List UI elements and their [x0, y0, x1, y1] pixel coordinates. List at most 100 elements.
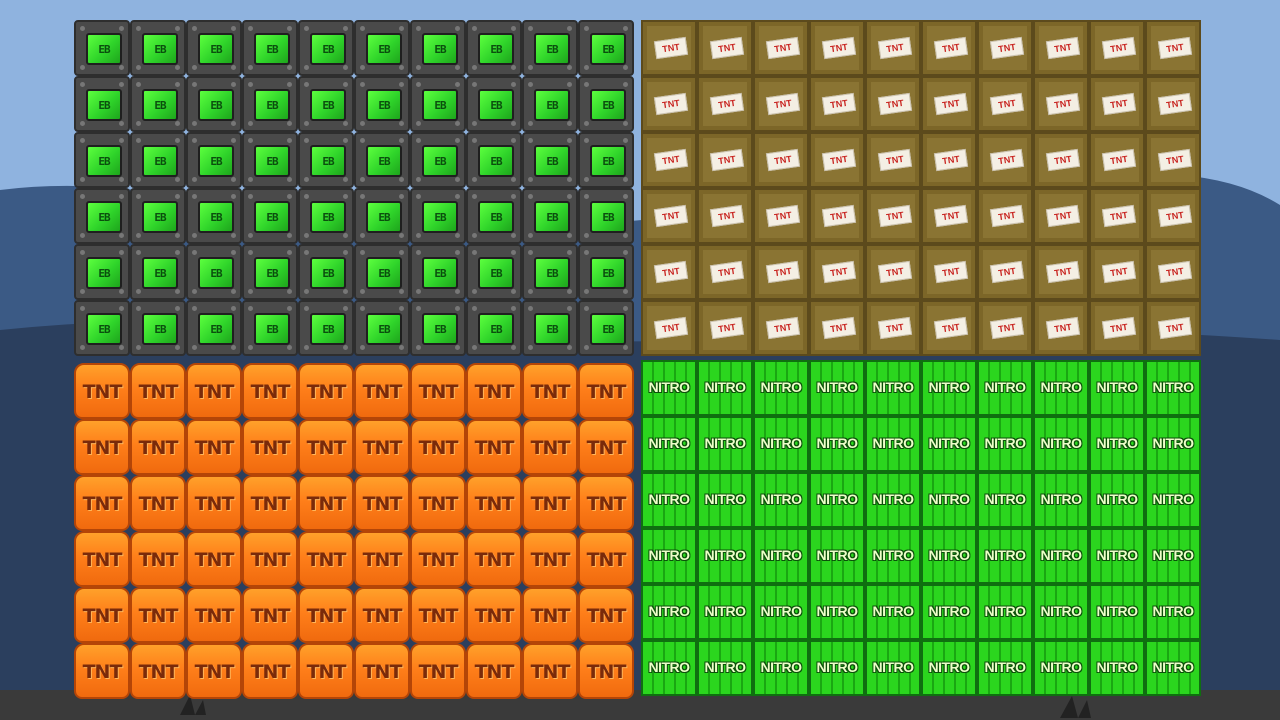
nitro-block[interactable]: NITRO [921, 360, 977, 416]
tnt-barrel-block[interactable]: TNT [298, 587, 354, 643]
nitro-block[interactable]: NITRO [641, 528, 697, 584]
nitro-block[interactable]: NITRO [641, 584, 697, 640]
electric-box-block[interactable]: EB [466, 244, 522, 300]
tnt-crate-block[interactable]: TNT [921, 132, 977, 188]
electric-box-block[interactable]: EB [298, 132, 354, 188]
tnt-barrel-block[interactable]: TNT [298, 643, 354, 699]
tnt-crate-block[interactable]: TNT [641, 132, 697, 188]
tnt-barrel-block[interactable]: TNT [522, 587, 578, 643]
electric-box-block[interactable]: EB [578, 20, 634, 76]
nitro-block[interactable]: NITRO [977, 472, 1033, 528]
tnt-crate-block[interactable]: TNT [977, 188, 1033, 244]
tnt-barrel-block[interactable]: TNT [410, 363, 466, 419]
tnt-crate-block[interactable]: TNT [1145, 20, 1201, 76]
nitro-block[interactable]: NITRO [1145, 360, 1201, 416]
tnt-barrel-block[interactable]: TNT [354, 475, 410, 531]
electric-box-block[interactable]: EB [298, 20, 354, 76]
tnt-barrel-block[interactable]: TNT [186, 643, 242, 699]
nitro-block[interactable]: NITRO [753, 640, 809, 696]
electric-box-block[interactable]: EB [130, 188, 186, 244]
electric-box-block[interactable]: EB [186, 76, 242, 132]
nitro-block[interactable]: NITRO [809, 360, 865, 416]
nitro-block[interactable]: NITRO [1145, 584, 1201, 640]
electric-box-block[interactable]: EB [354, 76, 410, 132]
tnt-crate-block[interactable]: TNT [1089, 188, 1145, 244]
nitro-block[interactable]: NITRO [921, 416, 977, 472]
tnt-barrel-block[interactable]: TNT [466, 531, 522, 587]
tnt-barrel-block[interactable]: TNT [186, 363, 242, 419]
tnt-barrel-block[interactable]: TNT [466, 475, 522, 531]
electric-box-block[interactable]: EB [578, 188, 634, 244]
tnt-barrel-block[interactable]: TNT [578, 363, 634, 419]
tnt-crate-block[interactable]: TNT [753, 300, 809, 356]
tnt-crate-block[interactable]: TNT [865, 244, 921, 300]
tnt-barrel-block[interactable]: TNT [410, 531, 466, 587]
nitro-block[interactable]: NITRO [921, 640, 977, 696]
nitro-block[interactable]: NITRO [865, 416, 921, 472]
tnt-barrel-block[interactable]: TNT [522, 419, 578, 475]
electric-box-block[interactable]: EB [186, 244, 242, 300]
nitro-block[interactable]: NITRO [809, 416, 865, 472]
nitro-block[interactable]: NITRO [753, 528, 809, 584]
electric-box-block[interactable]: EB [522, 244, 578, 300]
nitro-block[interactable]: NITRO [697, 640, 753, 696]
tnt-barrel-block[interactable]: TNT [298, 475, 354, 531]
tnt-barrel-block[interactable]: TNT [522, 643, 578, 699]
nitro-block[interactable]: NITRO [1145, 528, 1201, 584]
tnt-crate-block[interactable]: TNT [753, 76, 809, 132]
electric-box-block[interactable]: EB [186, 300, 242, 356]
electric-box-block[interactable]: EB [522, 132, 578, 188]
tnt-crate-block[interactable]: TNT [641, 244, 697, 300]
tnt-barrel-block[interactable]: TNT [242, 587, 298, 643]
tnt-crate-block[interactable]: TNT [865, 76, 921, 132]
nitro-block[interactable]: NITRO [809, 528, 865, 584]
tnt-crate-block[interactable]: TNT [1089, 244, 1145, 300]
nitro-block[interactable]: NITRO [1145, 416, 1201, 472]
tnt-crate-block[interactable]: TNT [1145, 188, 1201, 244]
electric-box-block[interactable]: EB [242, 132, 298, 188]
tnt-crate-block[interactable]: TNT [697, 300, 753, 356]
tnt-crate-block[interactable]: TNT [865, 188, 921, 244]
tnt-crate-block[interactable]: TNT [1145, 76, 1201, 132]
tnt-crate-block[interactable]: TNT [1033, 188, 1089, 244]
tnt-crate-block[interactable]: TNT [809, 76, 865, 132]
tnt-barrel-block[interactable]: TNT [466, 363, 522, 419]
electric-box-block[interactable]: EB [298, 244, 354, 300]
tnt-barrel-block[interactable]: TNT [242, 419, 298, 475]
tnt-crate-block[interactable]: TNT [1033, 76, 1089, 132]
nitro-block[interactable]: NITRO [977, 528, 1033, 584]
electric-box-block[interactable]: EB [186, 188, 242, 244]
electric-box-block[interactable]: EB [578, 76, 634, 132]
tnt-crate-block[interactable]: TNT [641, 300, 697, 356]
nitro-block[interactable]: NITRO [753, 472, 809, 528]
tnt-barrel-block[interactable]: TNT [354, 587, 410, 643]
electric-box-block[interactable]: EB [578, 132, 634, 188]
tnt-barrel-block[interactable]: TNT [466, 587, 522, 643]
tnt-barrel-block[interactable]: TNT [186, 587, 242, 643]
tnt-crate-block[interactable]: TNT [1033, 300, 1089, 356]
electric-box-block[interactable]: EB [354, 132, 410, 188]
tnt-barrel-block[interactable]: TNT [186, 419, 242, 475]
tnt-barrel-block[interactable]: TNT [410, 419, 466, 475]
tnt-barrel-block[interactable]: TNT [74, 643, 130, 699]
electric-box-block[interactable]: EB [466, 20, 522, 76]
tnt-barrel-block[interactable]: TNT [354, 363, 410, 419]
electric-box-block[interactable]: EB [410, 20, 466, 76]
tnt-barrel-block[interactable]: TNT [242, 531, 298, 587]
electric-box-block[interactable]: EB [522, 300, 578, 356]
nitro-block[interactable]: NITRO [921, 584, 977, 640]
nitro-block[interactable]: NITRO [697, 472, 753, 528]
tnt-crate-block[interactable]: TNT [641, 20, 697, 76]
electric-box-block[interactable]: EB [522, 76, 578, 132]
electric-box-block[interactable]: EB [354, 244, 410, 300]
tnt-barrel-block[interactable]: TNT [410, 587, 466, 643]
tnt-barrel-block[interactable]: TNT [578, 419, 634, 475]
electric-box-block[interactable]: EB [354, 20, 410, 76]
electric-box-block[interactable]: EB [130, 76, 186, 132]
tnt-barrel-block[interactable]: TNT [130, 363, 186, 419]
nitro-block[interactable]: NITRO [697, 360, 753, 416]
tnt-crate-block[interactable]: TNT [1145, 132, 1201, 188]
tnt-barrel-block[interactable]: TNT [578, 475, 634, 531]
tnt-crate-block[interactable]: TNT [1033, 20, 1089, 76]
electric-box-block[interactable]: EB [522, 20, 578, 76]
